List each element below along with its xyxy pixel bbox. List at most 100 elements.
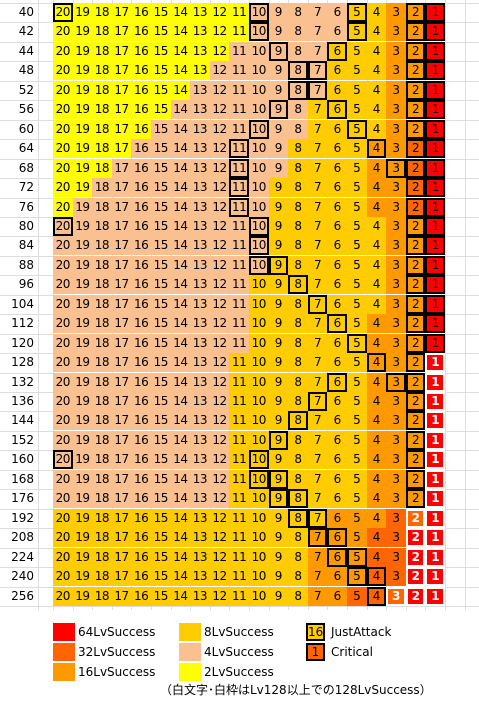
- table-cell: 15: [151, 508, 171, 528]
- table-cell: 10: [249, 392, 269, 411]
- table-cell: 2: [405, 547, 426, 567]
- table-cell: 10: [249, 3, 269, 22]
- table-cell: 12: [209, 353, 230, 373]
- table-cell: 14: [170, 22, 191, 42]
- table-cell: 10: [249, 411, 269, 431]
- table-cell: 3: [386, 547, 406, 567]
- table-cell: 2: [405, 139, 426, 159]
- table-cell: 10: [249, 197, 269, 217]
- table-cell: 3: [386, 100, 406, 120]
- table-cell: 19: [72, 450, 93, 470]
- level-label: 48: [18, 63, 34, 78]
- table-cell: 18: [92, 3, 112, 22]
- table-cell: 7: [307, 236, 328, 256]
- grid-line: [0, 605, 479, 607]
- table-cell: 19: [72, 528, 93, 548]
- table-cell: 13: [190, 314, 210, 334]
- table-cell: 14: [170, 489, 191, 509]
- table-cell: 15: [151, 411, 171, 431]
- level-label: 256: [11, 588, 34, 603]
- table-cell: 9: [268, 372, 289, 392]
- level-label: 84: [18, 238, 34, 253]
- table-cell: 4: [366, 139, 387, 159]
- table-cell: 14: [170, 333, 191, 353]
- table-cell: 6: [327, 255, 347, 275]
- table-cell: 2: [405, 294, 426, 314]
- table-cell: 10: [249, 80, 269, 100]
- table-cell: 1: [425, 353, 445, 373]
- table-cell: 15: [151, 119, 171, 139]
- table-cell: 18: [92, 567, 112, 587]
- table-cell: 16: [131, 100, 151, 120]
- table-cell: 8: [288, 80, 308, 100]
- table-cell: 7: [307, 547, 328, 567]
- table-cell: 19: [72, 314, 93, 334]
- table-cell: 5: [347, 314, 367, 334]
- table-cell: 11: [229, 430, 249, 450]
- table-cell: 16: [131, 61, 151, 81]
- table-cell: 20: [53, 489, 73, 509]
- table-cell: 7: [307, 158, 328, 178]
- table-cell: 1: [425, 275, 445, 295]
- level-label: 68: [18, 160, 34, 175]
- table-cell: 2: [405, 430, 426, 450]
- table-cell: 7: [307, 41, 328, 61]
- table-cell: 7: [307, 392, 328, 411]
- table-cell: 2: [405, 450, 426, 470]
- table-cell: 20: [53, 178, 73, 198]
- legend-label-lv2: 2LvSuccess: [204, 665, 274, 679]
- table-cell: 10: [249, 430, 269, 450]
- table-cell: 9: [268, 158, 289, 178]
- table-cell: 4: [366, 216, 387, 236]
- table-cell: 18: [92, 392, 112, 411]
- table-cell: 1: [425, 586, 445, 606]
- table-cell: 18: [92, 80, 112, 100]
- table-cell: 8: [288, 333, 308, 353]
- table-cell: 13: [190, 430, 210, 450]
- table-cell: 9: [268, 586, 289, 606]
- table-cell: 5: [347, 333, 367, 353]
- table-cell: 6: [327, 275, 347, 295]
- table-cell: 14: [170, 100, 191, 120]
- table-cell: 13: [190, 119, 210, 139]
- table-cell: 2: [405, 333, 426, 353]
- table-cell: 3: [386, 158, 406, 178]
- table-cell: 13: [190, 41, 210, 61]
- table-cell: 19: [72, 236, 93, 256]
- table-cell: 3: [386, 353, 406, 373]
- table-cell: 8: [288, 567, 308, 587]
- table-cell: 14: [170, 178, 191, 198]
- grid-line: [38, 0, 39, 610]
- table-cell: 6: [327, 178, 347, 198]
- table-cell: 16: [131, 275, 151, 295]
- legend-critical-sample: 1: [306, 643, 325, 661]
- table-cell: 7: [307, 333, 328, 353]
- table-cell: 1: [425, 100, 445, 120]
- table-cell: 11: [229, 547, 249, 567]
- table-cell: 4: [366, 547, 387, 567]
- table-cell: 3: [386, 3, 406, 22]
- table-cell: 13: [190, 372, 210, 392]
- legend-label-lv4: 4LvSuccess: [204, 645, 274, 659]
- table-cell: 7: [307, 119, 328, 139]
- table-cell: 16: [131, 255, 151, 275]
- table-cell: 17: [111, 392, 132, 411]
- table-cell: 17: [111, 275, 132, 295]
- table-cell: 1: [425, 236, 445, 256]
- table-cell: 4: [366, 22, 387, 42]
- table-cell: 14: [170, 567, 191, 587]
- table-cell: 19: [72, 567, 93, 587]
- table-cell: 9: [268, 489, 289, 509]
- table-cell: 5: [347, 489, 367, 509]
- table-cell: 5: [347, 100, 367, 120]
- table-cell: 13: [190, 3, 210, 22]
- table-cell: 15: [151, 216, 171, 236]
- table-cell: 13: [190, 586, 210, 606]
- table-cell: 6: [327, 450, 347, 470]
- table-cell: 1: [425, 178, 445, 198]
- table-cell: 11: [229, 22, 249, 42]
- table-cell: 20: [53, 197, 73, 217]
- table-cell: 19: [72, 216, 93, 236]
- table-cell: 5: [347, 294, 367, 314]
- table-cell: 2: [405, 100, 426, 120]
